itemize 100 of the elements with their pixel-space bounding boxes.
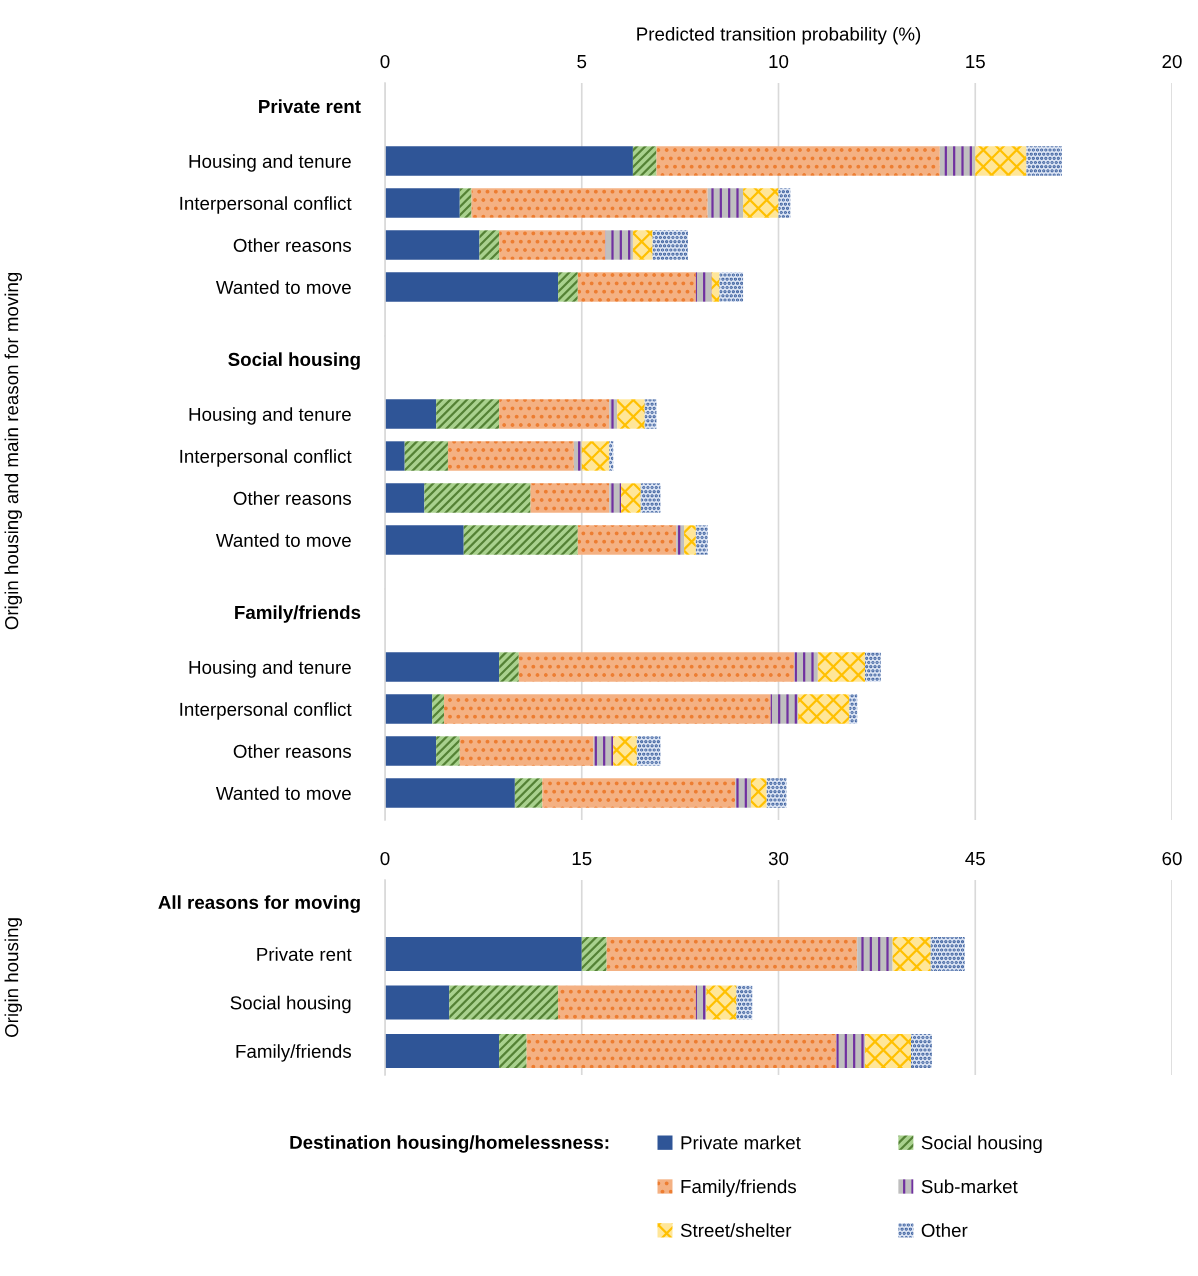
bar [542,778,736,808]
bar [817,652,866,682]
bar [385,694,433,724]
bar [930,937,965,971]
bar [404,441,448,471]
bar [743,188,779,218]
bar [836,1034,866,1068]
category-label: Wanted to move [215,280,351,294]
bar [385,652,500,682]
bar [609,399,618,429]
bar [436,736,460,766]
bar [385,985,450,1020]
x-tick-label: 0 [380,851,390,866]
x-tick-label: 15 [966,55,985,69]
bar [449,985,559,1020]
bar [711,272,720,302]
bar [459,188,472,218]
bar [735,778,751,808]
bar [605,230,633,260]
category-label: Wanted to move [215,786,351,800]
bar [613,736,637,766]
bar [707,188,744,218]
bar [385,483,425,513]
bar [865,652,881,682]
bar [526,1034,837,1068]
bar [719,272,744,302]
bar [385,937,582,971]
bar [499,399,610,429]
bar [385,1034,500,1068]
bar [499,1034,527,1068]
category-label: Housing and tenure [189,660,351,678]
chart-title: Private rent [259,99,361,114]
bar [581,937,607,971]
bar [865,1034,911,1068]
bar [385,188,460,218]
category-label: Other reasons [233,744,351,758]
x-tick-label: 10 [769,54,789,69]
bar [684,525,696,555]
bar [499,652,519,682]
chart-title: Social housing [228,352,360,370]
bar [910,1034,932,1068]
bar [424,483,531,513]
legend-label: Private market [681,1135,801,1150]
bar [975,146,1027,176]
bar [609,483,622,513]
bar [1026,146,1062,176]
category-label: Social housing [230,995,351,1014]
y-axis-title: Origin housing [4,918,22,1038]
bar [736,985,753,1020]
bar [499,230,606,260]
x-tick-label: 15 [572,852,592,866]
bar [695,272,712,302]
x-tick-label: 30 [768,851,789,866]
x-tick-label: 0 [380,54,390,69]
category-label: Family/friends [236,1044,351,1062]
category-label: Housing and tenure [189,154,351,172]
bar [750,778,767,808]
bar [652,230,688,260]
bar [573,441,582,471]
bar [577,525,677,555]
bar [636,736,661,766]
bar [385,525,464,555]
legend-label: Social housing [921,1135,1042,1154]
legend-label: Other [921,1223,968,1238]
x-axis-title: Predicted transition probability (%) [637,26,921,45]
category-label: Interpersonal conflict [180,702,352,720]
bar [621,483,641,513]
category-label: Private rent [257,947,352,961]
category-label: Wanted to move [215,533,351,547]
bar [581,441,610,471]
bar [770,694,799,724]
bar [778,188,791,218]
legend-label: Family/friends [681,1179,797,1197]
legend-label: Sub-market [921,1179,1018,1194]
category-label: Housing and tenure [189,407,351,425]
bar [436,399,500,429]
bar [632,146,657,176]
bar [447,441,574,471]
bar [385,736,437,766]
category-label: Other reasons [233,491,351,505]
bar [471,188,708,218]
bar [606,937,858,971]
bar [385,399,437,429]
bar [640,483,661,513]
x-tick-label: 5 [577,55,587,69]
bar [632,230,653,260]
bar [656,146,940,176]
bar [444,694,771,724]
bar [617,399,645,429]
bar [518,652,795,682]
category-label: Other reasons [233,238,351,252]
bar [558,985,696,1020]
bar [766,778,787,808]
x-tick-label: 20 [1162,54,1182,69]
bar [385,778,515,808]
bar [459,736,594,766]
bar [385,230,480,260]
bar [577,272,696,302]
bar [849,694,858,724]
x-tick-label: 60 [1162,851,1182,866]
